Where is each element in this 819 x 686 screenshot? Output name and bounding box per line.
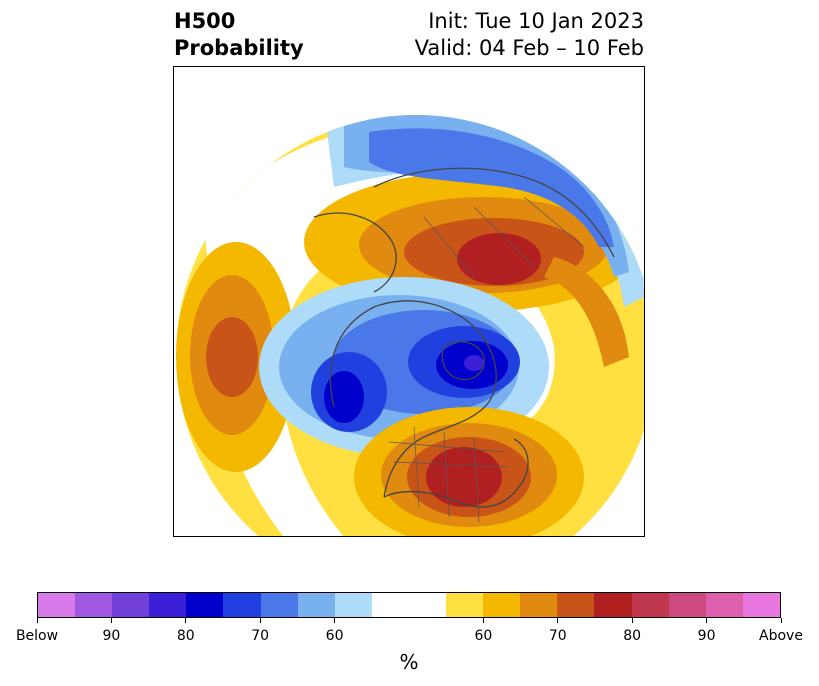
init-date-label: Init: Tue 10 Jan 2023 <box>428 9 644 33</box>
colorbar-segment <box>742 593 780 617</box>
colorbar-segment <box>38 593 76 617</box>
colorbar-tick-label: 90 <box>102 628 121 644</box>
colorbar-segment <box>594 593 632 617</box>
eurasia-above-80 <box>457 233 541 285</box>
colorbar-tick <box>557 618 559 623</box>
colorbar-segment <box>112 593 150 617</box>
colorbar-segment <box>520 593 558 617</box>
title-left: H500 Probability <box>174 8 304 62</box>
eastern-us-above-80 <box>426 447 502 507</box>
colorbar-segment <box>149 593 187 617</box>
colorbar-tick <box>110 618 112 623</box>
colorbar-tick-label: 60 <box>325 628 344 644</box>
colorbar-segment <box>408 593 447 617</box>
colorbar-segment <box>75 593 113 617</box>
probability-map <box>176 115 644 536</box>
colorbar-tick <box>185 618 187 623</box>
colorbar <box>37 592 781 618</box>
variable-label: H500 <box>174 9 236 33</box>
colorbar-tick <box>334 618 336 623</box>
colorbar-ticks <box>36 618 782 628</box>
colorbar-tick-label: Above <box>759 628 803 644</box>
title-right: Init: Tue 10 Jan 2023 Valid: 04 Feb – 10… <box>415 8 644 62</box>
map-panel <box>173 66 645 537</box>
colorbar-segment <box>371 593 409 617</box>
colorbar-segment <box>334 593 372 617</box>
political-borders <box>388 196 585 523</box>
colorbar-tick-label: 80 <box>623 628 642 644</box>
colorbar-tick-label: Below <box>15 628 59 644</box>
colorbar-unit-label: % <box>399 650 419 674</box>
colorbar-tick-label: 70 <box>548 628 567 644</box>
colorbar-tick <box>259 618 261 623</box>
colorbar-segment <box>705 593 743 617</box>
colorbar-segment <box>557 593 595 617</box>
colorbar-tick <box>631 618 633 623</box>
colorbar-segment <box>483 593 521 617</box>
colorbar-segment <box>668 593 706 617</box>
colorbar-tick <box>482 618 484 623</box>
colorbar-segment <box>297 593 335 617</box>
colorbar-tick-label: 60 <box>474 628 493 644</box>
colorbar-tick <box>36 618 38 623</box>
product-label: Probability <box>174 36 304 60</box>
colorbar-tick-label: 70 <box>251 628 270 644</box>
eurasia-above-tail <box>544 257 629 367</box>
canada-below-90 <box>464 355 484 371</box>
colorbar-tick <box>706 618 708 623</box>
northern-eurasia-below-70 <box>369 128 614 247</box>
colorbar-segment <box>260 593 298 617</box>
colorbar-tick-label: 80 <box>176 628 195 644</box>
western-na-below-80 <box>324 371 364 423</box>
colorbar-tick <box>780 618 782 623</box>
colorbar-segment <box>631 593 669 617</box>
colorbar-tick-label: 90 <box>697 628 716 644</box>
colorbar-segment <box>186 593 224 617</box>
valid-range-label: Valid: 04 Feb – 10 Feb <box>414 36 644 60</box>
colorbar-segment <box>446 593 484 617</box>
colorbar-segment <box>223 593 261 617</box>
north-pacific-above-70 <box>206 317 258 397</box>
